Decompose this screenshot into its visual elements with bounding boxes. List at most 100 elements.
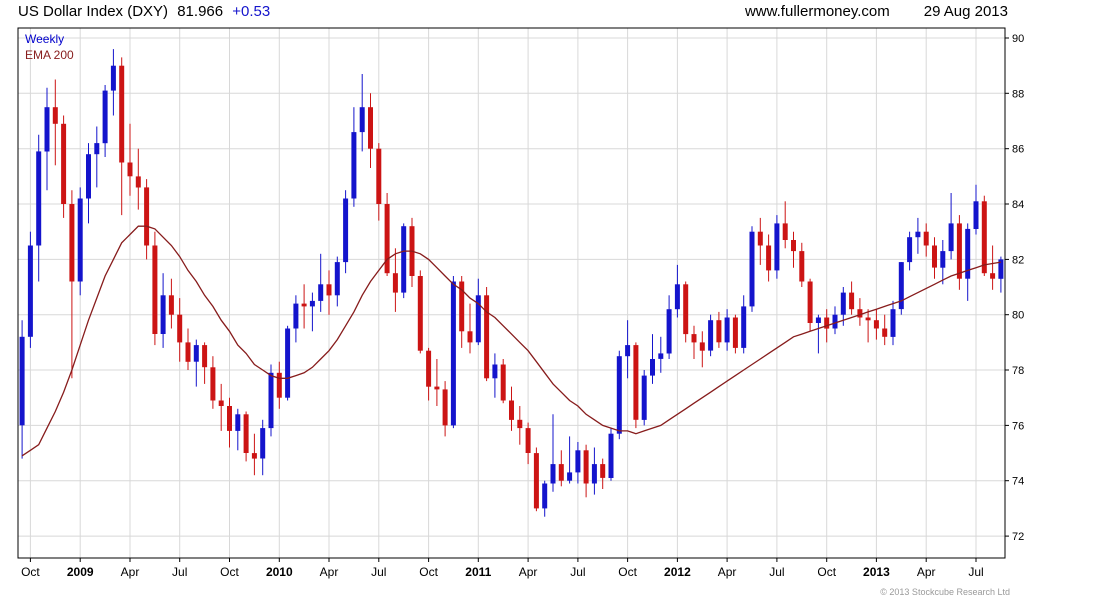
candle-body (840, 292, 846, 315)
last-price: 81.966 (177, 3, 224, 20)
candle-body (152, 245, 158, 334)
x-axis-label: Oct (817, 565, 836, 579)
candle-body (757, 231, 763, 246)
candle-body (542, 483, 548, 509)
candle-body (832, 314, 838, 329)
candle-body (708, 320, 714, 351)
candle-body (368, 107, 373, 149)
candle-body (492, 364, 498, 379)
candle-body (633, 345, 639, 420)
candle-body (608, 433, 614, 478)
candle-body (309, 300, 315, 307)
candle-body (674, 284, 680, 310)
candle-body (44, 107, 50, 152)
y-axis-label: 80 (1012, 310, 1024, 322)
candle-body (210, 367, 216, 401)
y-axis-label: 78 (1012, 365, 1024, 377)
candle-body (94, 143, 100, 155)
candle-body (641, 375, 647, 420)
candle-body (442, 389, 448, 426)
candle-body (782, 223, 788, 240)
candle-body (616, 356, 622, 434)
chart-header: US Dollar Index (DXY) 81.966 +0.53 www.f… (18, 3, 1008, 20)
candle-body (732, 317, 738, 348)
y-axis-label: 74 (1012, 476, 1024, 488)
instrument-title: US Dollar Index (DXY) (18, 3, 169, 20)
candle-body (27, 245, 33, 337)
candle-body (625, 345, 631, 357)
candle-body (243, 414, 249, 453)
candle-body (650, 359, 655, 376)
candle-body (417, 276, 423, 351)
candle-body (343, 198, 349, 263)
candle-body (907, 237, 913, 263)
candle-body (915, 231, 921, 238)
source-info: www.fullermoney.com 29 Aug 2013 (745, 3, 1008, 20)
y-axis-label: 76 (1012, 420, 1024, 432)
candle-body (824, 317, 830, 329)
candle-body (683, 284, 689, 335)
price-change: +0.53 (232, 3, 271, 20)
candle-body (218, 400, 224, 406)
candle-body (475, 295, 481, 343)
candle-body (583, 450, 589, 484)
x-axis-label: Oct (618, 565, 637, 579)
candle-body (251, 453, 257, 459)
candle-body (699, 342, 705, 351)
candle-body (19, 336, 25, 426)
candle-body (799, 251, 805, 282)
x-axis-label: Apr (121, 565, 140, 579)
candle-body (86, 154, 91, 199)
candle-body (434, 386, 440, 390)
x-axis-label: Oct (220, 565, 239, 579)
candle-body (766, 245, 772, 271)
y-axis-label: 88 (1012, 88, 1024, 100)
candle-body (359, 107, 365, 133)
candle-body (948, 223, 954, 252)
candle-body (932, 245, 937, 268)
candle-body (724, 317, 730, 343)
candle-body (509, 400, 514, 420)
x-axis-label: 2013 (863, 565, 890, 579)
website-url: www.fullermoney.com (744, 3, 890, 20)
candle-body (890, 309, 896, 337)
candle-body (533, 453, 539, 509)
candle-body (998, 259, 1004, 279)
candle-body (202, 345, 208, 368)
candle-body (260, 428, 266, 459)
candle-body (500, 364, 506, 401)
candle-body (334, 262, 340, 296)
candle-body (459, 281, 465, 332)
candle-body (849, 292, 855, 310)
candle-body (168, 295, 174, 315)
plot-background (18, 28, 1005, 558)
x-axis-label: Apr (320, 565, 339, 579)
candle-body (741, 306, 747, 348)
candle-body (940, 251, 946, 268)
candle-body (301, 303, 307, 307)
candle-body (127, 162, 133, 177)
x-axis-label: Apr (519, 565, 538, 579)
candle-body (666, 309, 672, 354)
ema-line (21, 225, 1002, 457)
candle-body (110, 65, 116, 91)
candle-body (227, 406, 232, 431)
x-axis-label: Jul (371, 565, 386, 579)
candle-body (185, 342, 191, 362)
candle-body (351, 132, 357, 199)
instrument-info: US Dollar Index (DXY) 81.966 +0.53 (18, 3, 275, 20)
candle-body (774, 223, 780, 271)
candle-body (716, 320, 722, 343)
candle-body (973, 201, 979, 229)
candle-body (558, 464, 564, 481)
candle-body (384, 204, 390, 274)
y-axis-label: 84 (1012, 199, 1024, 211)
x-axis-label: 2010 (266, 565, 293, 579)
candle-body (426, 350, 432, 387)
x-axis-label: 2009 (67, 565, 94, 579)
candle-body (882, 328, 888, 337)
legend-weekly-label: Weekly (25, 32, 65, 46)
copyright-notice: © 2013 Stockcube Research Ltd (880, 587, 1010, 597)
candle-body (898, 262, 904, 310)
